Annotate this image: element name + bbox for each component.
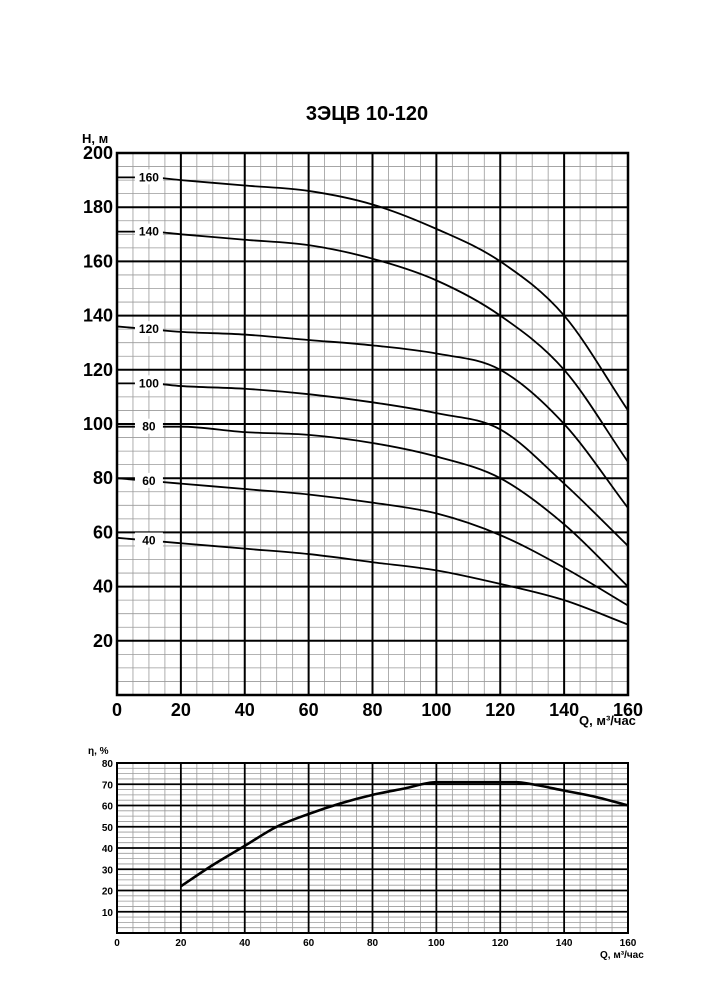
head-y-tick-label: 180 <box>83 197 113 217</box>
curve-label-120: 120 <box>139 322 159 336</box>
curve-label-background <box>134 532 163 548</box>
head-y-tick-label: 80 <box>93 468 113 488</box>
head-curve-60 <box>116 477 629 607</box>
head-x-tick-label: 40 <box>235 700 255 720</box>
eff-plot-frame <box>116 762 629 934</box>
efficiency-chart: 0 20 40 60 80 100 120 140 160 10 20 30 40 50 60 70 80 <box>102 759 637 949</box>
head-curve-40 <box>116 536 629 626</box>
eff-y-tick-label: 50 <box>102 823 114 834</box>
curve-label-60: 60 <box>142 474 156 488</box>
eff-y-tick-label: 40 <box>102 844 114 855</box>
efficiency-x-axis-label: Q, м³/час <box>600 950 644 961</box>
efficiency-curve <box>180 780 629 888</box>
head-y-tick-label: 140 <box>83 306 113 326</box>
head-y-tick-label: 40 <box>93 577 113 597</box>
curve-label-80: 80 <box>142 420 156 434</box>
head-plot-frame <box>115 151 630 697</box>
eff-x-tick-label: 140 <box>556 938 573 949</box>
curve-label-100: 100 <box>139 376 159 390</box>
curve-label-160: 160 <box>139 170 159 184</box>
head-curve-140 <box>116 230 629 463</box>
chart-title: 3ЭЦВ 10-120 <box>306 103 428 125</box>
curve-label-40: 40 <box>142 534 156 548</box>
curve-label-background <box>134 472 163 488</box>
head-curve-120 <box>116 325 629 509</box>
head-y-axis-label: H, м <box>82 131 108 146</box>
head-x-tick-label: 60 <box>299 700 319 720</box>
eff-x-tick-label: 80 <box>367 938 379 949</box>
head-y-tick-label: 120 <box>83 360 113 380</box>
head-y-tick-label: 60 <box>93 522 113 542</box>
eff-x-tick-label: 120 <box>492 938 509 949</box>
eff-x-tick-label: 60 <box>303 938 315 949</box>
curve-label-background <box>134 169 163 185</box>
head-curve-80 <box>117 425 629 588</box>
head-y-tick-label: 100 <box>83 414 113 434</box>
curve-label-background <box>134 418 163 434</box>
curve-label-140: 140 <box>139 225 159 239</box>
head-curve-100 <box>117 382 629 547</box>
eff-y-tick-label: 70 <box>102 780 114 791</box>
efficiency-y-axis-label: η, % <box>88 746 109 757</box>
head-x-tick-label: 120 <box>485 700 515 720</box>
eff-y-tick-label: 20 <box>102 887 114 898</box>
head-y-tick-label: 160 <box>83 251 113 271</box>
eff-y-tick-label: 60 <box>102 802 114 813</box>
eff-x-tick-label: 100 <box>428 938 445 949</box>
head-x-tick-label: 100 <box>421 700 451 720</box>
eff-x-tick-label: 20 <box>175 938 187 949</box>
head-x-tick-label: 20 <box>171 700 191 720</box>
head-y-tick-label: 200 <box>83 143 113 163</box>
eff-x-tick-label: 160 <box>620 938 637 949</box>
head-x-tick-label: 0 <box>112 700 122 720</box>
eff-x-tick-label: 0 <box>114 938 120 949</box>
head-x-axis-label: Q, м³/час <box>579 713 636 728</box>
head-x-tick-label: 140 <box>549 700 579 720</box>
head-curve-160 <box>117 176 629 411</box>
head-y-tick-label: 20 <box>93 631 113 651</box>
head-chart: 0 20 40 60 80 100 120 140 160 20 40 60 80 100 120 140 16… <box>83 143 643 720</box>
eff-y-tick-label: 30 <box>102 865 114 876</box>
eff-y-tick-label: 80 <box>102 759 114 770</box>
curve-label-background <box>134 321 163 337</box>
eff-x-tick-label: 40 <box>239 938 251 949</box>
eff-y-tick-label: 10 <box>102 908 114 919</box>
curve-label-background <box>134 223 163 239</box>
head-x-tick-label: 160 <box>613 700 643 720</box>
head-x-tick-label: 80 <box>362 700 382 720</box>
curve-label-background <box>134 375 163 391</box>
